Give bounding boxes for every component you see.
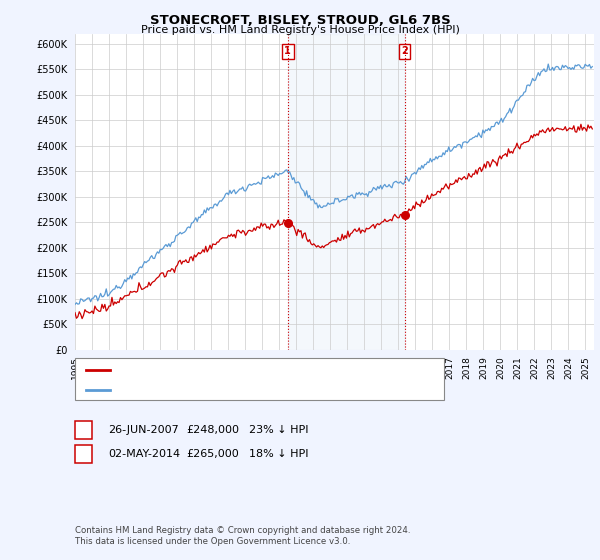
Text: 2: 2 (401, 46, 408, 57)
Text: Price paid vs. HM Land Registry's House Price Index (HPI): Price paid vs. HM Land Registry's House … (140, 25, 460, 35)
Text: Contains HM Land Registry data © Crown copyright and database right 2024.
This d: Contains HM Land Registry data © Crown c… (75, 526, 410, 546)
Text: 18% ↓ HPI: 18% ↓ HPI (249, 449, 308, 459)
Text: 26-JUN-2007: 26-JUN-2007 (108, 425, 179, 435)
Text: STONECROFT, BISLEY, STROUD, GL6 7BS: STONECROFT, BISLEY, STROUD, GL6 7BS (149, 14, 451, 27)
Bar (288, 34, 404, 350)
Text: £248,000: £248,000 (186, 425, 239, 435)
Text: 02-MAY-2014: 02-MAY-2014 (108, 449, 180, 459)
Text: HPI: Average price, detached house, Stroud: HPI: Average price, detached house, Stro… (114, 385, 327, 395)
Text: £265,000: £265,000 (186, 449, 239, 459)
Text: 2: 2 (80, 449, 87, 459)
Text: 23% ↓ HPI: 23% ↓ HPI (249, 425, 308, 435)
Text: 1: 1 (80, 425, 87, 435)
Text: STONECROFT, BISLEY, STROUD, GL6 7BS (detached house): STONECROFT, BISLEY, STROUD, GL6 7BS (det… (114, 365, 403, 375)
Text: 1: 1 (284, 46, 291, 57)
